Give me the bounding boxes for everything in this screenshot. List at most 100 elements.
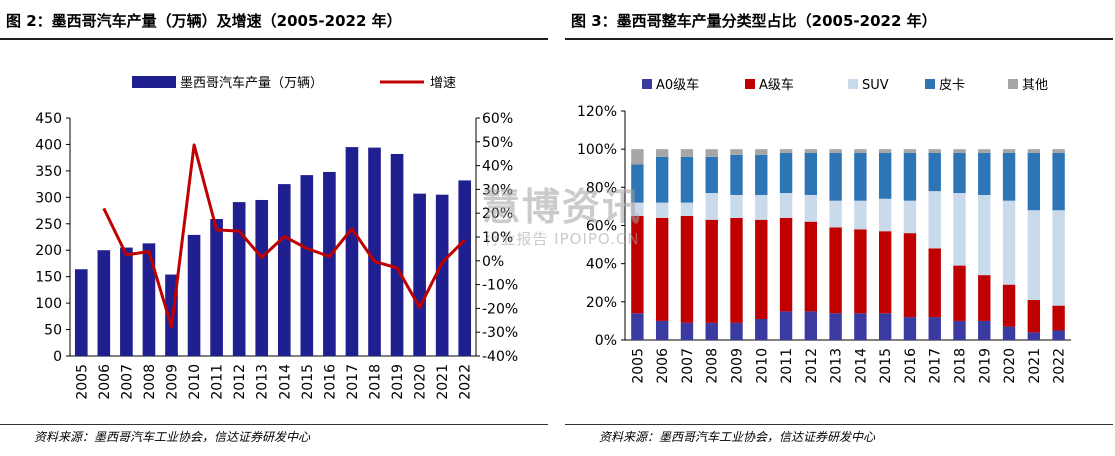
production-bar: [368, 147, 381, 356]
stacked-segment: [1027, 210, 1041, 300]
left-figure-panel: 图 2：墨西哥汽车产量（万辆）及增速（2005-2022 年） 0 50 100 15…: [0, 0, 548, 456]
x-tick-label: 2011: [210, 364, 226, 400]
x-tick-label: 2017: [928, 348, 944, 384]
stacked-segment: [903, 233, 917, 318]
x-tick-label: 2013: [829, 348, 845, 384]
right-source-note: 资料来源：墨西哥汽车工业协会，信达证券研发中心: [599, 430, 876, 444]
stacked-segment: [779, 311, 793, 340]
y-tick-label: 20%: [586, 295, 617, 311]
right-y-tick-label: 0%: [482, 254, 504, 270]
stacked-segment: [928, 149, 941, 153]
stacked-segment: [755, 149, 768, 155]
legend-swatch: [642, 79, 652, 89]
stacked-segment: [705, 219, 718, 323]
left-y-tick-label: 250: [35, 217, 62, 233]
stacked-segment: [1027, 152, 1041, 211]
x-tick-label: 2022: [1052, 348, 1068, 384]
stacked-segment: [705, 193, 718, 220]
stacked-segment: [680, 322, 694, 340]
left-title-rule: [0, 38, 548, 40]
stacked-segment: [854, 149, 867, 153]
right-legend: A0级车 A级车 SUV 皮卡 其他: [642, 77, 1048, 93]
production-bar: [232, 202, 246, 356]
x-tick-label: 2008: [705, 348, 721, 384]
production-bar: [142, 243, 156, 356]
legend-label: SUV: [862, 78, 889, 93]
production-bar: [187, 234, 201, 356]
right-y-tick-label: 10%: [482, 230, 513, 246]
left-y-tick-label: 300: [35, 190, 62, 206]
stacked-segment: [779, 193, 793, 218]
stacked-segment: [1052, 152, 1065, 211]
stacked-segment: [829, 200, 842, 228]
stacked-segment: [1052, 305, 1065, 331]
stacked-segment: [1027, 149, 1041, 153]
stacked-segment: [705, 149, 718, 157]
left-growth-line: [102, 143, 466, 329]
stacked-segment: [755, 154, 768, 195]
stacked-segment: [854, 152, 867, 201]
legend-label-production: 墨西哥汽车产量（万辆）: [180, 75, 323, 91]
stacked-segment: [878, 313, 892, 340]
right-y-tick-label: 50%: [482, 135, 513, 151]
production-bar: [413, 193, 426, 356]
stacked-segment: [655, 149, 669, 157]
x-tick-label: 2014: [277, 364, 293, 400]
stacked-segment: [978, 275, 991, 321]
left-axes: 0 50 100 150 200 250 300 350 400 450 -40% -30% -20% -…: [35, 111, 518, 400]
x-tick-label: 2022: [458, 364, 474, 400]
stacked-segment: [1002, 200, 1016, 285]
x-tick-label: 2009: [730, 348, 746, 384]
stacked-segment: [631, 149, 644, 165]
left-source-note: 资料来源：墨西哥汽车工业协会，信达证券研发中心: [34, 430, 311, 444]
legend-label: 其他: [1022, 78, 1048, 93]
stacked-segment: [978, 152, 991, 195]
y-tick-label: 120%: [577, 104, 617, 120]
stacked-segment: [680, 156, 694, 203]
stacked-segment: [978, 320, 991, 340]
left-source-rule: [0, 424, 548, 425]
right-y-tick-label: -20%: [482, 301, 518, 317]
y-tick-label: 40%: [586, 257, 617, 273]
stacked-segment: [804, 311, 818, 340]
production-bar: [120, 247, 133, 356]
stacked-segment: [655, 217, 669, 321]
production-bar: [277, 184, 291, 356]
x-tick-label: 2016: [322, 364, 338, 400]
x-tick-label: 2019: [390, 364, 406, 400]
right-y-tick-label: 20%: [482, 206, 513, 222]
x-tick-label: 2015: [878, 348, 894, 384]
x-tick-label: 2006: [97, 364, 113, 400]
stacked-segment: [953, 320, 966, 340]
left-y-tick-label: 400: [35, 137, 62, 153]
stacked-segment: [878, 231, 892, 314]
stacked-segment: [680, 149, 694, 157]
stacked-segment: [903, 149, 917, 153]
left-bars: [74, 147, 472, 356]
stacked-segment: [804, 152, 818, 195]
stacked-segment: [829, 152, 842, 201]
stacked-segment: [1002, 326, 1016, 340]
stacked-segment: [854, 313, 867, 340]
left-y-tick-label: 200: [35, 243, 62, 259]
stacked-segment: [928, 191, 941, 249]
stacked-segment: [779, 217, 793, 312]
x-tick-label: 2006: [655, 348, 671, 384]
y-tick-label: 80%: [586, 180, 617, 196]
stacked-segment: [755, 194, 768, 220]
x-tick-label: 2008: [142, 364, 158, 400]
stacked-segment: [1052, 330, 1065, 340]
stacked-segment: [631, 164, 644, 203]
production-bar: [300, 175, 314, 356]
right-y-tick-label: 60%: [482, 111, 513, 127]
legend-swatch: [925, 79, 935, 89]
x-tick-label: 2018: [953, 348, 969, 384]
x-tick-label: 2007: [119, 364, 135, 400]
stacked-segment: [1002, 152, 1016, 201]
stacked-segment: [1002, 284, 1016, 327]
x-tick-label: 2016: [903, 348, 919, 384]
x-tick-label: 2020: [1002, 348, 1018, 384]
stacked-segment: [878, 198, 892, 232]
stacked-segment: [705, 156, 718, 194]
production-bar: [345, 147, 359, 356]
